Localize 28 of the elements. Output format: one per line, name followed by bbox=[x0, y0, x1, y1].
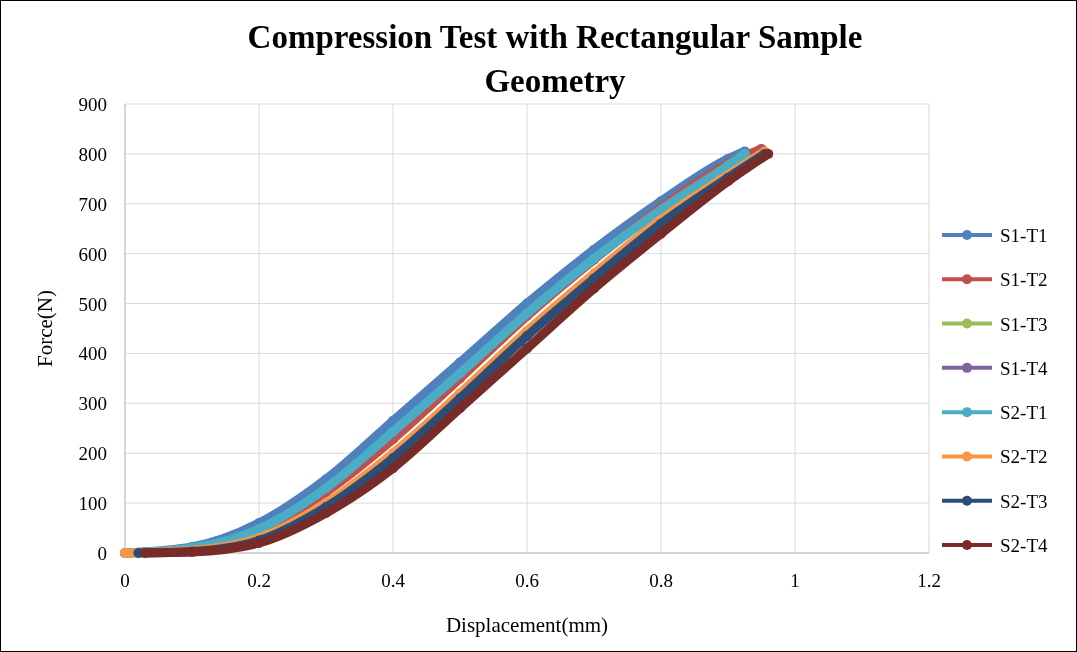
chart-title: Compression Test with Rectangular Sample Geometry bbox=[247, 19, 863, 99]
y-tick-label: 800 bbox=[78, 143, 107, 165]
legend-label: S1-T1 bbox=[1000, 225, 1048, 246]
y-tick-label: 0 bbox=[97, 543, 107, 564]
y-tick-label: 300 bbox=[78, 393, 107, 415]
x-tick-label: 0.2 bbox=[247, 570, 271, 591]
x-tick-label: 0 bbox=[120, 570, 130, 591]
y-tick-label: 700 bbox=[78, 193, 107, 215]
y-tick-label: 200 bbox=[78, 443, 107, 465]
x-tick-label: 0.4 bbox=[381, 570, 406, 591]
y-tick-label: 100 bbox=[78, 493, 107, 515]
legend-label: S2-T3 bbox=[1000, 490, 1048, 512]
y-tick-label: 900 bbox=[78, 94, 107, 115]
legend-label: S2-T1 bbox=[1000, 402, 1048, 424]
y-tick-label: 400 bbox=[78, 343, 107, 365]
y-axis-title: Force(N) bbox=[33, 290, 57, 367]
x-axis-title: Displacement(mm) bbox=[445, 613, 609, 637]
legend-label: S1-T4 bbox=[1000, 357, 1048, 379]
legend-label: S2-T4 bbox=[1000, 535, 1048, 556]
legend-label: S1-T3 bbox=[1000, 313, 1048, 335]
x-tick-label: 0.6 bbox=[515, 570, 539, 591]
x-tick-label: 1 bbox=[790, 570, 800, 591]
legend-label: S1-T2 bbox=[1000, 269, 1048, 291]
x-tick-label: 0.8 bbox=[649, 570, 673, 591]
legend-label: S2-T2 bbox=[1000, 446, 1048, 468]
y-tick-label: 600 bbox=[78, 243, 107, 265]
x-tick-label: 1.2 bbox=[917, 570, 941, 591]
y-tick-label: 500 bbox=[78, 293, 107, 315]
